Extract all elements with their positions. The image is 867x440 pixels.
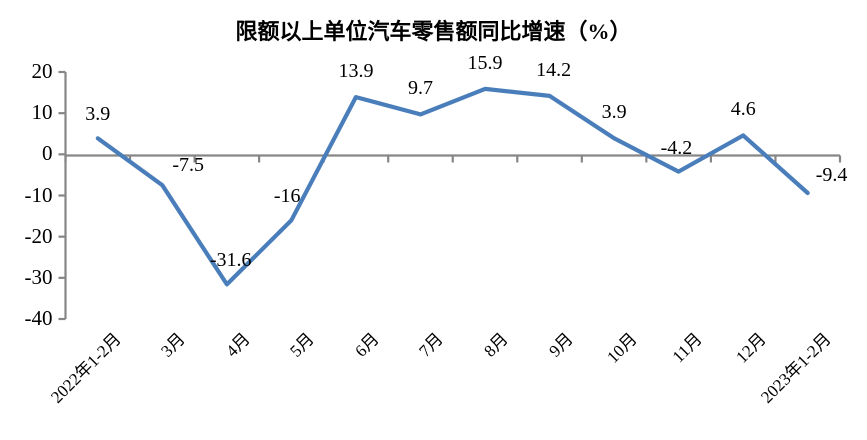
y-axis-tick-label: 20 [31,59,53,83]
data-point-label: 3.9 [601,101,627,124]
y-axis-tick-label: -20 [24,223,53,248]
y-axis-ticks [58,70,66,321]
series-line [95,86,810,287]
data-point-label: 9.7 [407,77,433,100]
data-point-label: 3.9 [85,103,111,126]
data-point-label: -9.4 [815,164,848,187]
y-axis-tick-label: -40 [24,306,53,330]
y-axis-tick-label: -30 [24,264,53,289]
y-axis-tick-label: 10 [31,100,53,125]
chart-title: 限额以上单位汽车零售额同比增速（%） [235,19,632,44]
data-point-label: 14.2 [536,58,572,81]
data-point-label: 4.6 [730,98,756,121]
data-point-label: -31.6 [209,249,252,272]
data-point-label: -7.5 [172,154,204,177]
y-axis-tick-label: 0 [42,141,53,166]
data-point-label: -4.2 [660,136,693,159]
data-point-label: 13.9 [338,60,374,83]
y-axis-tick-label: -10 [24,182,53,207]
data-point-label: 15.9 [467,51,503,74]
data-point-label: -16 [273,185,301,208]
